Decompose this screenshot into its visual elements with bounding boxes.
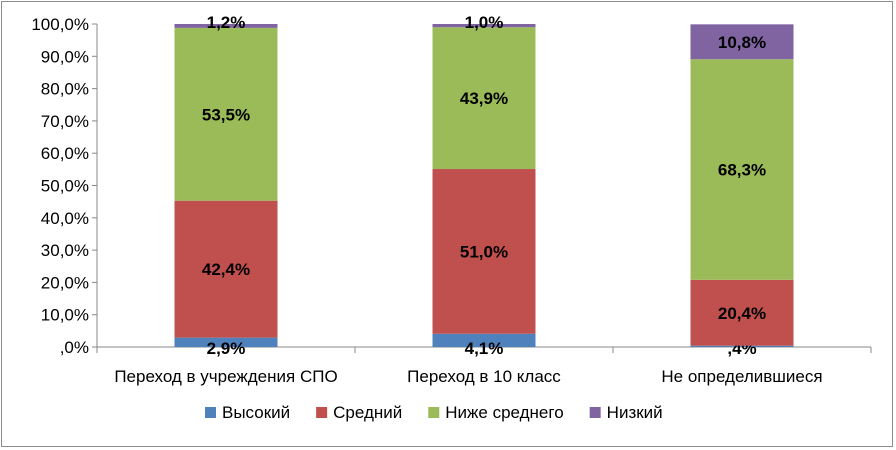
y-tick-label: 100,0% [31,15,89,34]
data-label: 1,0% [465,13,504,32]
bar-segment [174,27,278,201]
bar-segment [690,59,794,280]
bar-segment [174,337,278,347]
bar-segment [690,24,794,60]
bar-segment [174,24,278,28]
x-tick-label: Не определившиеся [661,367,822,386]
data-label: 1,2% [207,13,246,32]
legend-swatch [589,407,601,418]
bar-segment [690,279,794,346]
x-tick-label: Переход в 10 класс [407,367,561,386]
bar-segment [174,200,278,338]
y-tick-label: 20,0% [41,273,89,292]
legend-swatch [316,407,328,418]
legend-label: Средний [333,403,402,422]
bar-segment [432,24,536,28]
bar-segment [432,169,536,334]
y-tick-label: 70,0% [41,112,89,131]
legend-label: Низкий [607,403,663,422]
bar-segment [432,27,536,170]
y-tick-label: 60,0% [41,144,89,163]
data-label: 43,9% [460,89,508,108]
y-tick-label: ,0% [60,338,89,357]
legend-label: Высокий [222,403,290,422]
y-tick-label: 50,0% [41,177,89,196]
data-label: 42,4% [202,260,250,279]
data-label: 68,3% [718,161,766,180]
bar-segment [690,345,794,347]
y-tick-label: 80,0% [41,80,89,99]
x-tick-label: Переход в учреждения СПО [114,367,337,386]
data-label: 20,4% [718,304,766,323]
legend-swatch [205,407,216,418]
data-label: 51,0% [460,242,508,261]
data-label: 53,5% [202,105,250,124]
y-tick-label: 10,0% [41,306,89,325]
data-label: 2,9% [207,339,246,358]
bar-segment [432,333,536,347]
data-label: 10,8% [718,33,766,52]
y-tick-label: 30,0% [41,241,89,260]
y-tick-label: 40,0% [41,209,89,228]
legend-swatch [428,407,440,418]
y-tick-label: 90,0% [41,47,89,66]
data-label: 4,1% [465,339,504,358]
legend-label: Ниже среднего [445,403,563,422]
